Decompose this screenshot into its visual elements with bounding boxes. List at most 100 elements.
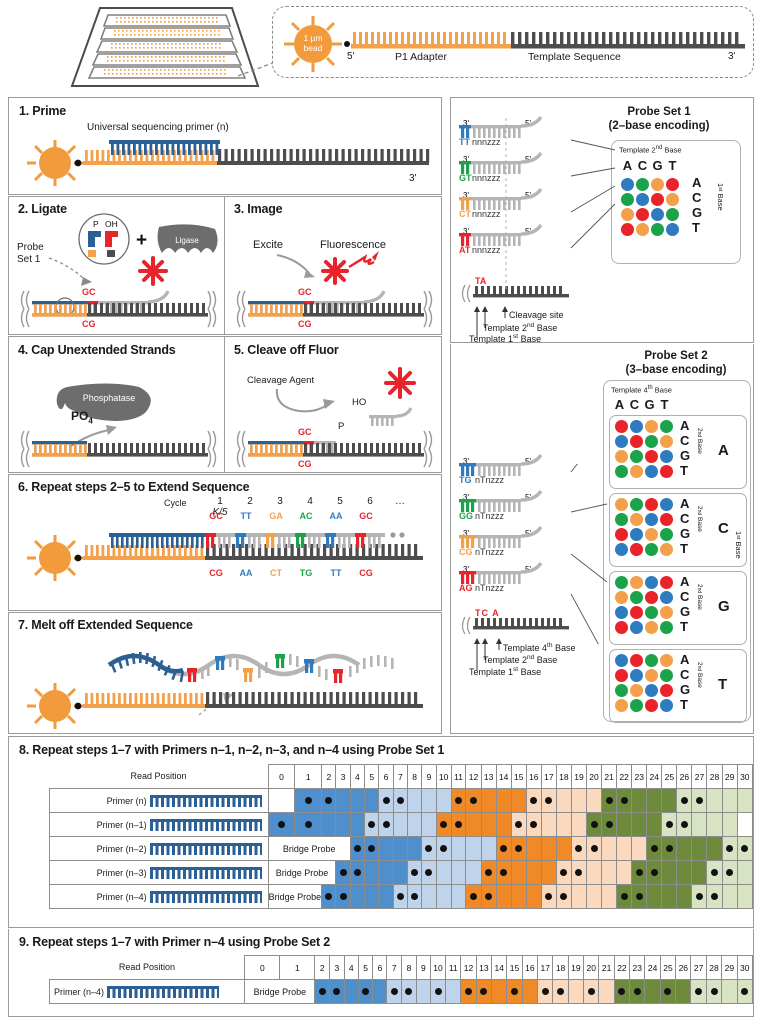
ligation-cell [676,788,693,813]
matrix-row [614,683,674,698]
ligation-cell [525,836,542,861]
ligation-cell [706,860,723,885]
cleavage-arrow-icon [275,388,335,413]
interrogated-position-dot [425,845,433,852]
ligation-cell [601,836,618,861]
matrix-row [614,590,674,605]
base-pair-label: GC [209,511,223,521]
interrogated-position-dot [440,821,448,828]
read-position-header: 8 [401,955,417,980]
ligation-cell [510,812,527,837]
ligation-cell [294,812,323,837]
ligation-cell [721,860,738,885]
ligation-cell [616,812,633,837]
matrix-row-letter: T [692,220,700,235]
probe-set-2-block: A C G T 2nd Base A [609,415,747,489]
ligation-cell [631,788,648,813]
matrix-column-letter: G [652,158,663,173]
probe-set-1-template-strand [461,284,569,303]
matrix-row [614,497,674,512]
matrix-color-cell [660,465,673,478]
matrix-row [614,434,674,449]
ligation-cell [705,979,723,1004]
matrix-row-letter: G [680,448,691,463]
matrix-row [614,419,674,434]
matrix-color-cell [630,699,643,712]
matrix-row-letter: A [680,574,690,589]
probe-set-2-col-header: Template 4th Base [611,385,672,395]
read-position-header: 16 [521,955,539,980]
matrix-color-cell [630,420,643,433]
probe-set-2-annotation-arrows [474,638,502,670]
template-2nd-base-label: Template 2nd Base [483,322,558,333]
primer-name: Primer (n–4) [54,986,105,997]
interrogated-position-dot [485,869,493,876]
ligation-cell [506,979,523,1004]
ligation-cell [736,884,754,909]
ligation-cell [676,836,693,861]
ligation-cell [335,884,351,909]
matrix-color-cell [660,498,673,511]
interrogated-position-dot [368,821,376,828]
interrogated-position-dot [325,893,333,900]
ligation-cell [495,812,512,837]
interrogated-position-dot [339,869,347,876]
matrix-color-cell [660,699,673,712]
matrix-color-cell [630,576,643,589]
ligation-cell [378,812,394,837]
read-position-header: 5 [364,764,380,789]
ligation-cell [406,812,423,837]
interrogated-position-dot [333,988,341,995]
ligation-cell [525,884,542,909]
cleaved-fluor-star-icon [384,367,416,399]
primer-bar-icon [149,818,262,831]
primer-row-label: Primer (n–4) [48,979,246,1004]
matrix-color-cell [645,684,658,697]
ligation-cell [435,836,452,861]
phosphatase-enzyme-icon: Phosphatase [56,383,151,421]
matrix-row [614,668,674,683]
read-position-header: 19 [570,764,587,789]
read-position-header: 11 [445,955,462,980]
ligation-cell [415,979,431,1004]
ps2-color-grid [614,497,674,557]
excite-arrow-icon [276,254,315,278]
table-row: Primer (n) [49,788,754,813]
ligation-cell [406,788,423,813]
read-position-header: 18 [552,955,569,980]
interrogated-position-dot [710,988,718,995]
svg-text:3': 3' [463,191,469,200]
svg-text:3': 3' [463,565,469,574]
probe-set-1-template-bases: TA [475,276,487,286]
primer-name: Primer (n–4) [96,891,147,902]
read-position-header: 15 [510,764,527,789]
read-position-header: 27 [690,955,707,980]
interrogated-position-dot [304,797,312,804]
interrogated-position-dot [304,821,312,828]
ligation-cell [616,884,633,909]
cleaved-probe-fragment [369,407,413,426]
probe-set-2-title-line1: Probe Set 2 [644,350,708,362]
oh-label: OH [105,219,118,229]
ligation-cell [406,884,423,909]
ligation-cell [601,860,618,885]
primer-bar-icon [107,985,220,998]
excite-label: Excite [253,239,283,251]
ligation-cell [540,788,557,813]
ligation-cell [378,884,394,909]
ligation-cell [555,836,572,861]
matrix-color-cell [660,420,673,433]
flowcell-illustration [60,6,260,88]
probe-set-2-block: A C G T 2nd Base T [609,649,747,723]
interrogated-position-dot [620,797,628,804]
ligation-cell [552,979,569,1004]
svg-text:5': 5' [525,119,531,128]
read-position-header: 21 [601,764,618,789]
panel-step-4-cap: 4. Cap Unextended Strands Phosphatase PO… [8,336,225,473]
ligation-cell [510,860,527,885]
template-1st-base-label: Template 1st Base [469,333,542,344]
p1-adapter-label: P1 Adapter [395,51,447,63]
matrix-color-cell [636,208,649,221]
